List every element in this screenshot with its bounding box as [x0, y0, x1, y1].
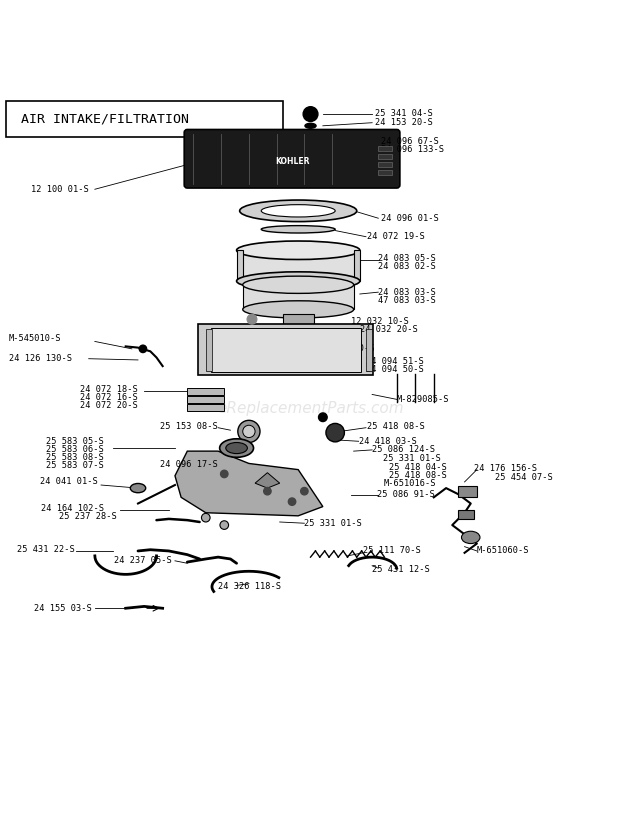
Bar	[187, 404, 224, 411]
Circle shape	[301, 487, 308, 494]
Circle shape	[238, 420, 260, 442]
Circle shape	[264, 487, 271, 494]
Text: 25 111 70-S: 25 111 70-S	[363, 547, 420, 556]
Text: 25 331 01-S: 25 331 01-S	[304, 519, 362, 528]
Polygon shape	[255, 472, 280, 488]
Text: 24 094 50-S: 24 094 50-S	[366, 366, 423, 375]
Bar	[366, 329, 372, 371]
Text: 24 096 133-S: 24 096 133-S	[381, 145, 445, 154]
FancyBboxPatch shape	[6, 101, 283, 137]
Text: KOHLER: KOHLER	[275, 157, 309, 166]
Ellipse shape	[326, 424, 345, 442]
Ellipse shape	[305, 123, 316, 128]
Text: AIR INTAKE/FILTRATION: AIR INTAKE/FILTRATION	[21, 113, 189, 126]
Circle shape	[220, 521, 229, 530]
Text: 24 126 130-S: 24 126 130-S	[9, 354, 71, 363]
Ellipse shape	[237, 241, 360, 259]
Text: 25 454 07-S: 25 454 07-S	[495, 472, 553, 481]
Bar	[378, 154, 392, 159]
Polygon shape	[237, 251, 360, 281]
Bar	[206, 329, 212, 371]
Text: M-651060-S: M-651060-S	[477, 547, 529, 556]
Text: 24 083 02-S: 24 083 02-S	[378, 263, 436, 272]
Circle shape	[319, 413, 327, 422]
Text: 12 100 01-S: 12 100 01-S	[31, 184, 89, 193]
Text: 24 072 19-S: 24 072 19-S	[367, 233, 425, 242]
Bar	[283, 313, 314, 325]
Text: 24 096 01-S: 24 096 01-S	[381, 214, 439, 223]
Text: 25 583 08-S: 25 583 08-S	[46, 454, 104, 463]
Circle shape	[247, 314, 257, 324]
Text: 24 083 03-S: 24 083 03-S	[378, 288, 436, 297]
Text: 24 153 20-S: 24 153 20-S	[375, 118, 433, 127]
Text: 25 331 01-S: 25 331 01-S	[383, 454, 441, 463]
Bar	[458, 510, 474, 519]
Text: M-651016-S: M-651016-S	[383, 479, 436, 488]
Polygon shape	[175, 451, 323, 516]
Text: 24 096 17-S: 24 096 17-S	[161, 460, 218, 469]
Circle shape	[288, 498, 296, 505]
Ellipse shape	[219, 439, 254, 457]
Text: 24 096 67-S: 24 096 67-S	[381, 137, 439, 146]
Text: 47 083 03-S: 47 083 03-S	[378, 295, 436, 304]
Text: eReplacementParts.com: eReplacementParts.com	[217, 401, 404, 415]
Text: 24 072 18-S: 24 072 18-S	[80, 385, 138, 394]
Circle shape	[140, 345, 146, 353]
Circle shape	[243, 425, 255, 437]
Bar	[378, 171, 392, 175]
Text: 25 237 28-S: 25 237 28-S	[59, 512, 117, 521]
Text: 25 153 08-S: 25 153 08-S	[161, 422, 218, 431]
Text: 25 341 04-S: 25 341 04-S	[375, 109, 433, 118]
Text: 25 418 04-S: 25 418 04-S	[389, 463, 447, 472]
Text: 25 431 12-S: 25 431 12-S	[372, 565, 430, 574]
Text: 12 032 10-S: 12 032 10-S	[350, 317, 409, 326]
Text: M-841060-S: M-841060-S	[323, 344, 375, 353]
Text: 25 418 08-S: 25 418 08-S	[367, 422, 425, 431]
Circle shape	[221, 470, 228, 477]
Text: M-829085-S: M-829085-S	[397, 395, 450, 404]
Text: 25 418 08-S: 25 418 08-S	[389, 471, 447, 480]
FancyBboxPatch shape	[198, 324, 373, 375]
FancyBboxPatch shape	[184, 130, 400, 188]
Text: 24 164 102-S: 24 164 102-S	[41, 504, 104, 513]
FancyBboxPatch shape	[211, 328, 361, 372]
Text: 25 086 124-S: 25 086 124-S	[372, 446, 435, 455]
Text: 24 155 03-S: 24 155 03-S	[34, 604, 92, 613]
Text: 24 418 03-S: 24 418 03-S	[358, 437, 417, 446]
Text: 24 094 51-S: 24 094 51-S	[366, 357, 423, 366]
Ellipse shape	[237, 272, 360, 290]
Text: 25 086 91-S: 25 086 91-S	[377, 490, 435, 499]
Text: 24 237 05-S: 24 237 05-S	[114, 557, 172, 565]
Ellipse shape	[130, 484, 146, 493]
Ellipse shape	[240, 200, 356, 222]
Text: 25 431 22-S: 25 431 22-S	[17, 545, 75, 554]
Text: 25 583 06-S: 25 583 06-S	[46, 446, 104, 455]
Text: 24 326 118-S: 24 326 118-S	[218, 582, 281, 591]
Polygon shape	[243, 285, 353, 309]
Text: 24 032 20-S: 24 032 20-S	[360, 326, 417, 335]
Bar	[378, 146, 392, 151]
Polygon shape	[237, 251, 243, 281]
Circle shape	[202, 513, 210, 522]
Text: M-545010-S: M-545010-S	[9, 335, 61, 344]
Text: 24 072 20-S: 24 072 20-S	[80, 401, 138, 410]
Polygon shape	[353, 251, 360, 281]
Bar	[458, 486, 477, 497]
Ellipse shape	[261, 225, 335, 233]
Circle shape	[303, 107, 318, 122]
Text: 24 083 05-S: 24 083 05-S	[378, 255, 436, 264]
Text: 24 176 156-S: 24 176 156-S	[474, 463, 537, 473]
Text: 24 072 16-S: 24 072 16-S	[80, 393, 138, 402]
Ellipse shape	[226, 442, 247, 454]
Text: 24 041 01-S: 24 041 01-S	[40, 477, 98, 486]
Ellipse shape	[461, 531, 480, 543]
Bar	[378, 162, 392, 167]
Bar	[187, 396, 224, 403]
Ellipse shape	[243, 276, 353, 294]
Text: 25 583 07-S: 25 583 07-S	[46, 461, 104, 470]
Ellipse shape	[243, 301, 353, 318]
Bar	[187, 388, 224, 395]
Ellipse shape	[261, 205, 335, 217]
Text: 25 583 05-S: 25 583 05-S	[46, 437, 104, 446]
